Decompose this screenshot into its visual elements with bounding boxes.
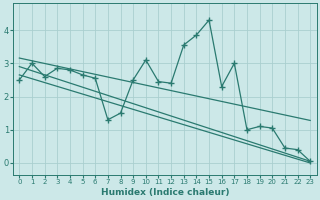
- X-axis label: Humidex (Indice chaleur): Humidex (Indice chaleur): [100, 188, 229, 197]
